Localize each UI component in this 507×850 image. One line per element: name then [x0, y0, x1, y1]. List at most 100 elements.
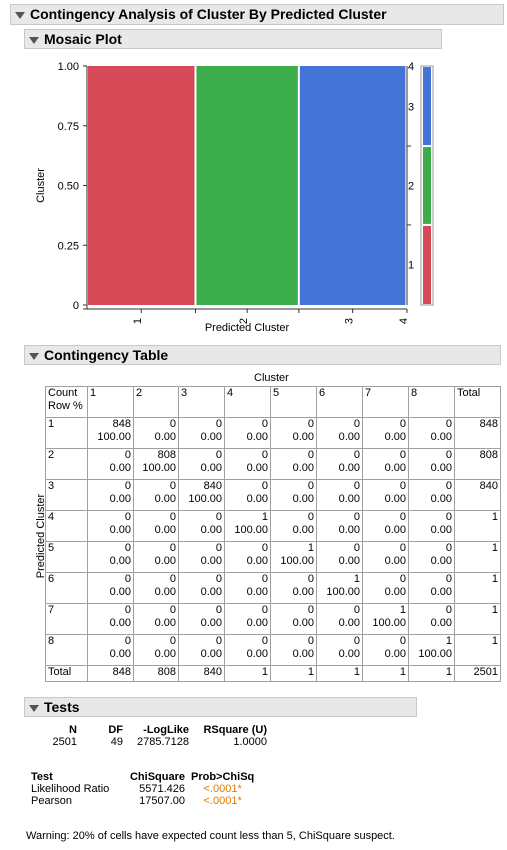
tests-header[interactable]: Tests [24, 697, 417, 717]
column-header: 8 [408, 386, 455, 418]
test-chisq: 17507.00 [139, 795, 185, 807]
cell-pct: 0.00 [154, 493, 176, 505]
table-cell: 0 0.00 [270, 572, 317, 604]
tests-chisq-table: Test ChiSquare Prob>ChiSq Likelihood Rat… [28, 771, 257, 807]
right-tick-label: 3 [408, 102, 414, 114]
cell-count: 0 [169, 542, 176, 554]
cell-pct: 0.00 [292, 493, 314, 505]
cell-count: 0 [261, 418, 268, 430]
cell-pct: 100.00 [280, 555, 314, 567]
header-rsquare: RSquare (U) [203, 724, 267, 736]
cell-count: 0 [353, 449, 360, 461]
disclosure-icon[interactable] [29, 352, 39, 360]
disclosure-icon[interactable] [29, 36, 39, 44]
cell-count: 0 [307, 635, 314, 647]
table-cell: 0 0.00 [270, 510, 317, 542]
table-cell: 0 0.00 [316, 541, 363, 573]
y-tick-label: 0.50 [58, 181, 79, 193]
table-row: 5 0 0.00 0 0.00 0 0.00 0 0.00 1 100.00 0 0.00 0 0.00 0 0… [45, 541, 501, 573]
cell-count: 0 [124, 604, 131, 616]
cell-count: 0 [307, 449, 314, 461]
cell-count: 848 [112, 418, 131, 430]
cell-pct: 0.00 [384, 462, 406, 474]
contingency-table-title: Contingency Table [44, 347, 169, 363]
table-cell: 0 0.00 [316, 510, 363, 542]
table-cell: 0 0.00 [362, 417, 409, 449]
cell-pct: 0.00 [292, 586, 314, 598]
cell-pct: 0.00 [154, 555, 176, 567]
overall-strip-segment [423, 147, 431, 224]
x-tick-label: 1 [132, 318, 144, 324]
x-axis-title: Predicted Cluster [205, 322, 290, 334]
cell-count: 0 [399, 480, 406, 492]
cell-count: 0 [445, 511, 452, 523]
grand-total: 2501 [454, 665, 501, 682]
cell-pct: 0.00 [200, 586, 222, 598]
cell-pct: 0.00 [246, 462, 268, 474]
mosaic-bar [299, 66, 406, 305]
disclosure-icon[interactable] [15, 11, 25, 19]
cell-count: 0 [124, 542, 131, 554]
mosaic-plot-header[interactable]: Mosaic Plot [24, 29, 442, 49]
cell-pct: 0.00 [384, 524, 406, 536]
cell-count: 0 [445, 418, 452, 430]
row-header: 8 [45, 634, 88, 666]
mosaic-bar [196, 66, 298, 305]
table-row: 4 0 0.00 0 0.00 0 0.00 1 100.00 0 0.00 0 0.00 0 0.00 0 0… [45, 510, 501, 542]
cell-pct: 0.00 [109, 555, 131, 567]
table-cell: 0 0.00 [316, 479, 363, 511]
overall-strip-segment [423, 67, 431, 146]
cell-count: 0 [215, 418, 222, 430]
test-name: Pearson [31, 795, 72, 807]
report-title-bar[interactable]: Contingency Analysis of Cluster By Predi… [10, 4, 504, 25]
cell-count: 0 [261, 449, 268, 461]
cell-count: 0 [215, 573, 222, 585]
cell-pct: 0.00 [430, 586, 452, 598]
value-df: 49 [110, 736, 123, 748]
table-row: 8 0 0.00 0 0.00 0 0.00 0 0.00 0 0.00 0 0.00 0 0.00 1 100… [45, 634, 501, 666]
cell-count: 0 [445, 604, 452, 616]
right-tick-label: 4 [408, 61, 414, 73]
row-header: 5 [45, 541, 88, 573]
row-header: 2 [45, 448, 88, 480]
row-total: 840 [454, 479, 501, 511]
cell-count: 0 [169, 573, 176, 585]
tests-title: Tests [44, 699, 80, 715]
mosaic-plot: 1.00 0.75 0.50 0.25 0 Cluster 1 2 3 4 Predicted Cl… [35, 61, 434, 334]
cell-pct: 100.00 [142, 462, 176, 474]
cell-pct: 0.00 [154, 586, 176, 598]
table-cell: 0 0.00 [408, 510, 455, 542]
table-cell: 0 0.00 [362, 634, 409, 666]
cell-count: 0 [353, 604, 360, 616]
row-header: Total [45, 665, 88, 682]
table-cell: 0 0.00 [87, 510, 134, 542]
test-prob: <.0001* [203, 795, 242, 807]
column-total: 1 [316, 665, 363, 682]
cell-count: 0 [399, 511, 406, 523]
row-total: 1 [454, 603, 501, 635]
column-header-total: Total [454, 386, 501, 418]
table-cell: 0 0.00 [270, 634, 317, 666]
contingency-table-header[interactable]: Contingency Table [24, 345, 501, 365]
table-cell: 0 0.00 [178, 541, 225, 573]
cell-count: 0 [261, 604, 268, 616]
table-row: 7 0 0.00 0 0.00 0 0.00 0 0.00 0 0.00 0 0.00 1 100.00 0 0… [45, 603, 501, 635]
table-cell: 1 100.00 [316, 572, 363, 604]
y-tick-label: 1.00 [58, 61, 79, 73]
table-cell: 0 0.00 [408, 448, 455, 480]
table-cell: 0 0.00 [133, 479, 179, 511]
table-cell: 0 0.00 [133, 572, 179, 604]
cell-pct: 100.00 [234, 524, 268, 536]
table-cell: 0 0.00 [316, 603, 363, 635]
column-total: 1 [408, 665, 455, 682]
cell-pct: 0.00 [200, 431, 222, 443]
table-cell: 0 0.00 [224, 634, 271, 666]
disclosure-icon[interactable] [29, 704, 39, 712]
cell-pct: 0.00 [430, 462, 452, 474]
cell-pct: 0.00 [384, 555, 406, 567]
table-cell: 0 0.00 [270, 603, 317, 635]
row-total: 848 [454, 417, 501, 449]
cell-pct: 0.00 [292, 617, 314, 629]
header-chisquare: ChiSquare [129, 771, 185, 783]
mosaic-bar [88, 66, 195, 305]
